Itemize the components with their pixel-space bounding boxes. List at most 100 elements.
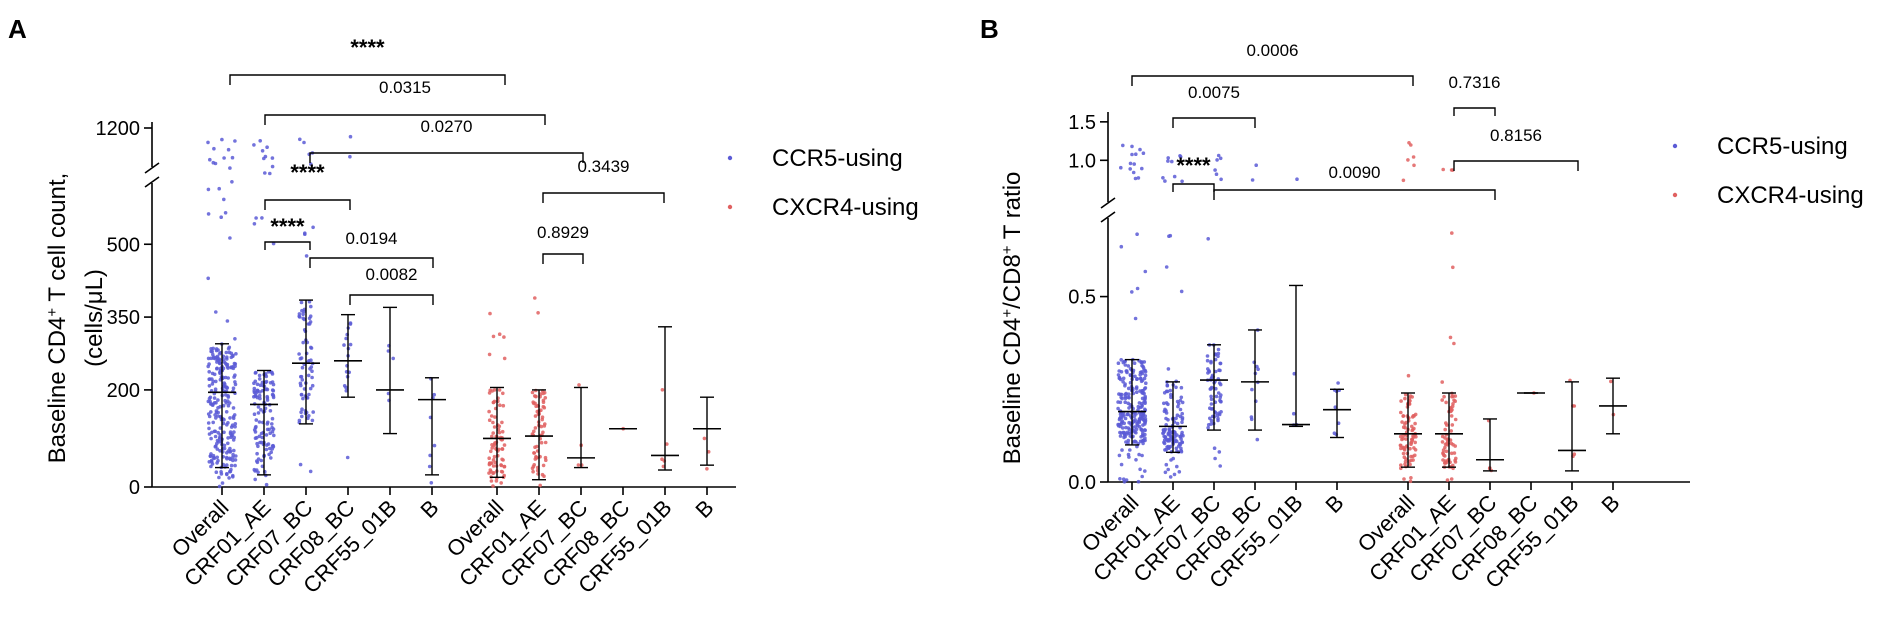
data-point — [1216, 354, 1220, 359]
data-point — [1440, 380, 1444, 384]
data-point — [264, 379, 269, 384]
data-point — [225, 319, 230, 323]
data-point — [1408, 446, 1412, 451]
data-point — [1178, 154, 1182, 158]
data-point — [1399, 410, 1403, 415]
data-point — [210, 459, 214, 464]
legend-label: CXCR4-using — [772, 194, 919, 221]
y-axis-label-part: T ratio — [999, 172, 1026, 246]
data-point — [1411, 414, 1416, 418]
data-point — [224, 385, 228, 389]
data-point — [1449, 477, 1454, 481]
axis-break-mark — [144, 162, 160, 174]
data-point — [1409, 476, 1413, 480]
data-point — [1216, 347, 1221, 352]
data-point — [211, 352, 215, 357]
data-point — [1413, 440, 1417, 445]
legend-marker — [1672, 192, 1678, 198]
data-point — [1164, 462, 1169, 467]
data-point — [1408, 462, 1412, 467]
data-point — [233, 463, 237, 468]
data-point — [234, 352, 238, 356]
data-point — [344, 336, 348, 341]
data-point — [226, 395, 231, 399]
data-point — [1402, 448, 1407, 452]
data-point — [222, 443, 227, 448]
data-point — [216, 458, 220, 463]
data-point — [297, 314, 302, 319]
data-point — [533, 426, 538, 430]
data-point — [1116, 406, 1120, 411]
data-point — [1127, 406, 1131, 410]
data-point — [1138, 467, 1142, 472]
data-point — [259, 408, 263, 412]
data-point — [225, 463, 229, 467]
data-point — [531, 464, 536, 469]
data-point — [218, 426, 223, 430]
data-point — [1123, 416, 1128, 421]
data-point — [1175, 421, 1180, 426]
data-point — [1412, 163, 1416, 168]
data-point — [1209, 394, 1213, 399]
data-point — [1128, 403, 1132, 407]
y-tick-label: 1200 — [96, 118, 141, 140]
data-point — [1443, 427, 1447, 432]
significance-bracket — [1213, 189, 1496, 200]
data-point — [309, 345, 313, 350]
data-point — [298, 462, 303, 467]
x-tick-label: B — [1596, 490, 1624, 518]
significance-label: 0.0194 — [346, 229, 398, 248]
data-point — [1138, 147, 1142, 152]
data-point — [1167, 446, 1171, 450]
significance-label: 0.7316 — [1449, 73, 1501, 92]
data-point — [298, 381, 303, 386]
data-point — [490, 446, 495, 450]
significance-bracket — [1131, 75, 1414, 86]
data-point — [231, 386, 236, 391]
significance-bracket — [229, 74, 506, 85]
data-point — [206, 276, 210, 281]
data-point — [297, 352, 301, 356]
data-point — [1141, 364, 1145, 369]
data-point — [1118, 434, 1123, 438]
data-point — [1123, 363, 1128, 367]
data-point — [1175, 464, 1179, 469]
data-point — [213, 434, 218, 439]
data-point — [491, 400, 496, 405]
data-point — [218, 371, 222, 376]
data-point — [1444, 449, 1449, 454]
data-point — [1403, 425, 1407, 430]
data-point — [230, 180, 234, 184]
axis-break-mark — [144, 176, 160, 188]
data-point — [269, 456, 273, 460]
data-point — [1116, 400, 1120, 404]
data-point — [1120, 396, 1124, 401]
y-axis-label-part: Baseline CD4 — [44, 317, 71, 464]
y-tick-label: 0 — [129, 477, 140, 499]
data-point — [1208, 416, 1212, 421]
data-point — [221, 403, 226, 408]
data-point — [1133, 418, 1137, 422]
data-point — [218, 433, 222, 437]
data-point — [1121, 376, 1126, 381]
data-point — [427, 464, 432, 469]
data-point — [1214, 394, 1219, 399]
data-point — [301, 340, 306, 345]
data-point — [1126, 395, 1130, 400]
data-point — [1136, 176, 1141, 180]
data-point — [234, 454, 238, 458]
data-point — [218, 377, 223, 382]
data-point — [428, 453, 432, 458]
data-point — [1173, 434, 1177, 439]
data-point — [539, 440, 544, 445]
data-point — [533, 296, 537, 300]
data-point — [542, 424, 547, 428]
data-point — [264, 387, 269, 391]
data-point — [224, 362, 229, 367]
data-point — [1206, 237, 1210, 241]
legend-label: CCR5-using — [1717, 133, 1848, 160]
data-point — [1164, 416, 1168, 421]
data-point — [1126, 412, 1130, 417]
data-point — [226, 147, 231, 152]
